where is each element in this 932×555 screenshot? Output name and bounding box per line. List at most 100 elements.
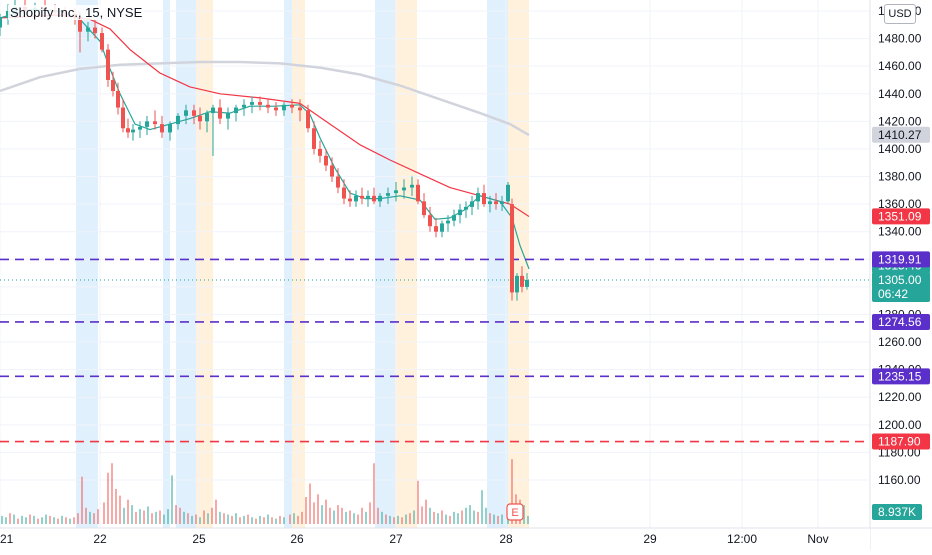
volume-bar xyxy=(493,514,495,524)
volume-bar xyxy=(65,517,67,524)
candle-body xyxy=(506,184,510,202)
volume-bar xyxy=(235,513,237,524)
candle-body xyxy=(184,110,188,116)
volume-bar xyxy=(81,476,83,524)
afterhours-band xyxy=(292,0,305,528)
candle-body xyxy=(100,33,104,50)
volume-bar xyxy=(337,505,339,524)
volume-bar xyxy=(497,515,499,524)
candle-body xyxy=(226,113,230,119)
volume-bar xyxy=(437,513,439,524)
candle-body xyxy=(330,165,334,177)
candle-body xyxy=(298,107,302,111)
volume-bar xyxy=(21,515,23,524)
candle-body xyxy=(476,193,480,202)
volume-bar xyxy=(453,511,455,524)
volume-bar xyxy=(131,505,133,524)
volume-bar xyxy=(373,463,375,524)
volume-bar xyxy=(381,511,383,524)
candle-body xyxy=(168,124,172,133)
premarket-band xyxy=(375,0,395,528)
premarket-band xyxy=(76,0,98,528)
candle-body xyxy=(434,226,438,232)
volume-bar xyxy=(305,497,307,524)
candle-body xyxy=(111,79,115,92)
volume-bar xyxy=(123,507,125,524)
volume-bar xyxy=(469,505,471,524)
candle-body xyxy=(121,107,125,129)
candle-body xyxy=(525,279,529,287)
candle-body xyxy=(78,17,82,32)
volume-bar xyxy=(5,517,7,524)
y-tick-label: 1260.00 xyxy=(878,335,922,349)
volume-bar xyxy=(433,511,435,524)
earnings-marker[interactable] xyxy=(506,503,524,521)
y-tick-label: 1200.00 xyxy=(878,418,922,432)
candle-body xyxy=(354,195,358,202)
y-tick-label: 1400.00 xyxy=(878,142,922,156)
candle-body xyxy=(242,104,246,108)
volume-value: 8.937K xyxy=(878,505,916,519)
candle-body xyxy=(176,115,180,125)
candle-body xyxy=(366,195,370,199)
volume-bar xyxy=(191,515,193,524)
volume-bar xyxy=(183,511,185,524)
candle-body xyxy=(198,115,202,122)
volume-bar xyxy=(219,511,221,524)
volume-bar xyxy=(405,514,407,524)
symbol-title: Shopify Inc., 15, NYSE xyxy=(8,5,145,20)
candle-body xyxy=(402,187,406,191)
currency-button[interactable]: USD xyxy=(884,4,916,24)
volume-bar xyxy=(13,514,15,524)
volume-bar xyxy=(159,510,161,524)
volume-bar xyxy=(251,517,253,524)
candle-body xyxy=(312,128,316,149)
volume-bar xyxy=(175,505,177,524)
volume-bar xyxy=(377,507,379,524)
volume-bar xyxy=(231,515,233,524)
time-axis[interactable] xyxy=(0,528,870,550)
y-tick-label: 1380.00 xyxy=(878,170,922,184)
volume-tag xyxy=(872,504,922,520)
candle-body xyxy=(458,209,462,216)
candle-body xyxy=(266,104,270,108)
volume-bar xyxy=(135,511,137,524)
x-tick-label: 28 xyxy=(499,532,513,546)
volume-bar xyxy=(85,507,87,524)
candle-body xyxy=(290,104,294,108)
price-label-text: 1410.27 xyxy=(878,128,922,142)
volume-bar xyxy=(501,514,503,524)
volume-bar xyxy=(89,511,91,524)
candle-body xyxy=(0,17,2,28)
candle-body xyxy=(422,201,426,216)
volume-bar xyxy=(211,507,213,524)
volume-bar xyxy=(37,518,39,524)
x-tick-label: 22 xyxy=(93,532,107,546)
volume-bar xyxy=(333,510,335,524)
candle-body xyxy=(515,275,519,293)
candle-body xyxy=(510,204,514,293)
volume-bar xyxy=(429,507,431,524)
candle-body xyxy=(205,113,209,122)
volume-bar xyxy=(203,510,205,524)
volume-bar xyxy=(345,511,347,524)
candle-body xyxy=(500,201,504,205)
volume-bar xyxy=(267,514,269,524)
volume-bar xyxy=(441,510,443,524)
volume-bar xyxy=(247,514,249,524)
x-tick-label: 25 xyxy=(192,532,206,546)
volume-bar xyxy=(309,483,311,524)
volume-bar xyxy=(413,510,415,524)
volume-bar xyxy=(445,514,447,524)
candle-body xyxy=(138,126,142,130)
candle-body xyxy=(394,190,398,194)
x-tick-label: Nov xyxy=(807,532,828,546)
volume-bar xyxy=(163,514,165,524)
level-label-text: 1319.91 xyxy=(878,252,922,266)
y-tick-label: 1480.00 xyxy=(878,32,922,46)
candle-body xyxy=(482,193,486,205)
volume-bar xyxy=(151,513,153,524)
volume-bar xyxy=(321,505,323,524)
